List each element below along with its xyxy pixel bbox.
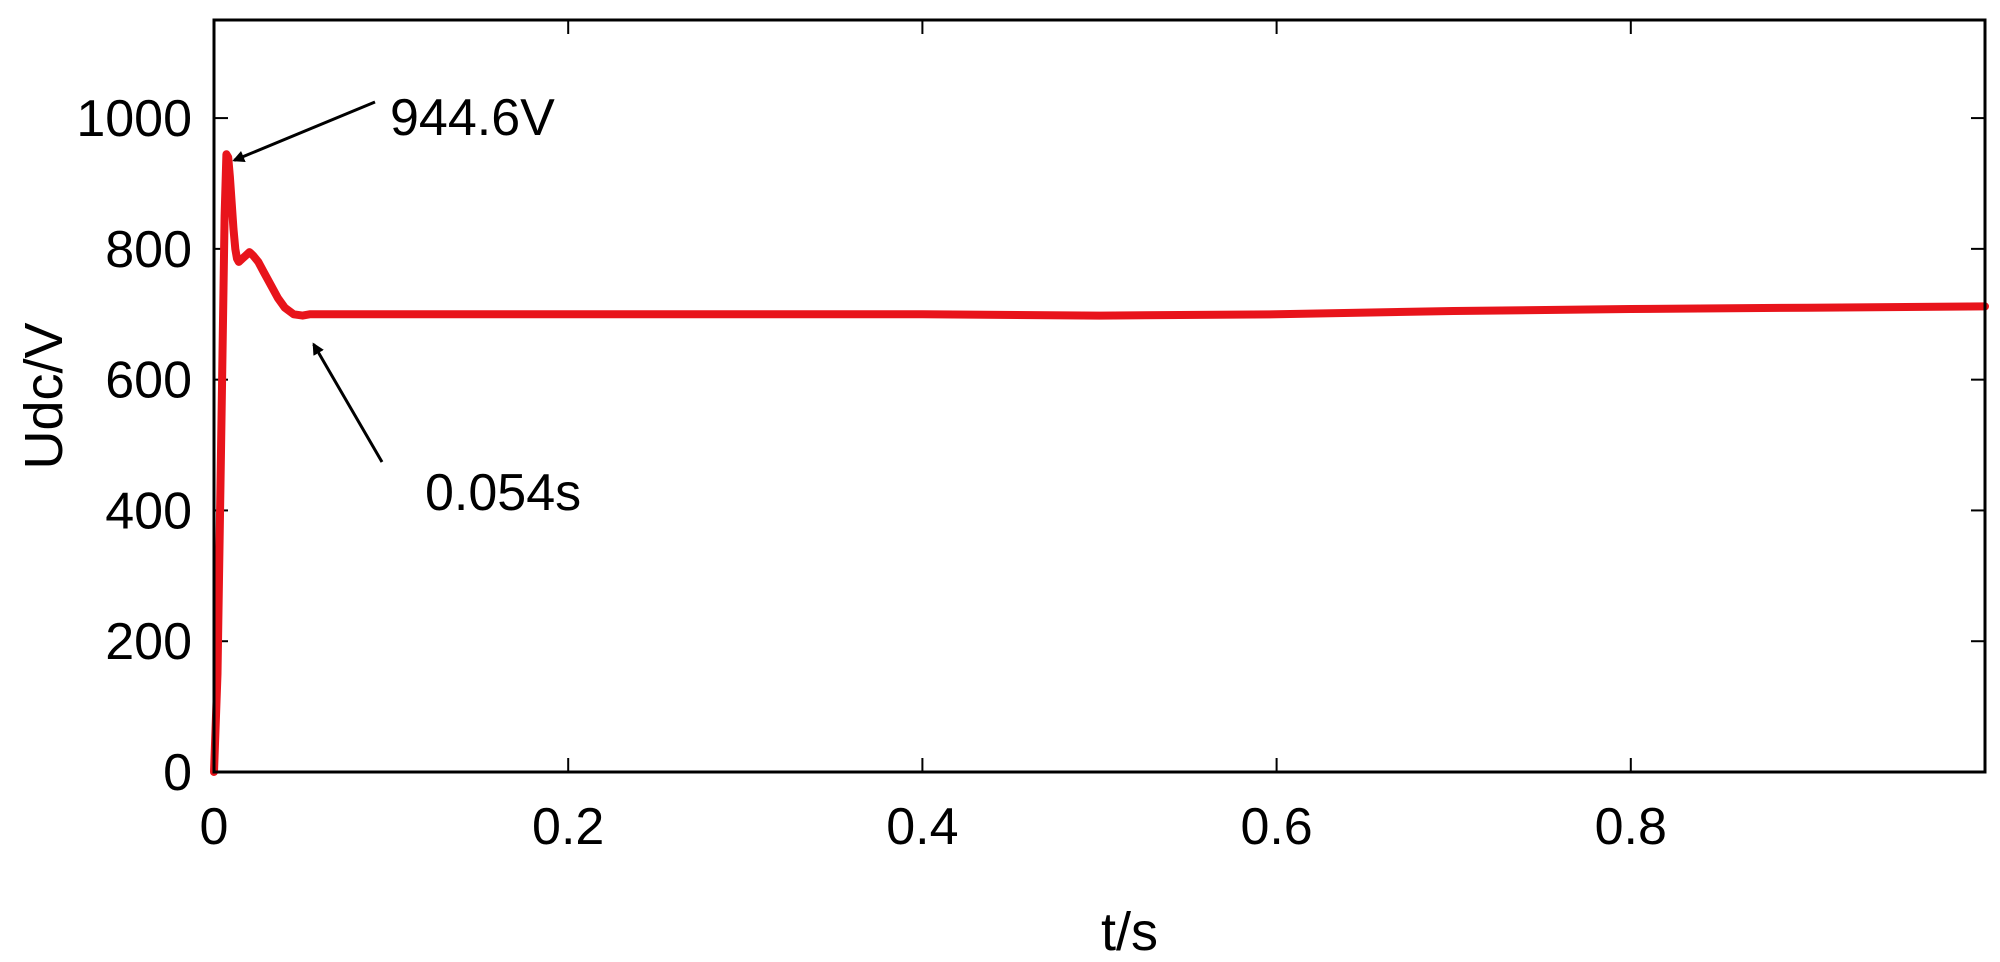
plot-frame: [212, 18, 1987, 774]
tick-labels: 0 0.2 0.4 0.6 0.8 0 200 400 600 800 1000: [76, 90, 1667, 856]
series-line-udc: [210, 150, 1989, 776]
y-tick-label: 400: [105, 482, 192, 540]
y-tick-label: 800: [105, 221, 192, 279]
y-tick-label: 1000: [76, 90, 192, 148]
y-axis-title: Udc/V: [14, 322, 74, 469]
x-tick-label: 0: [200, 798, 229, 856]
x-tick-label: 0.4: [886, 798, 958, 856]
y-tick-label: 0: [163, 744, 192, 802]
annotation-label-0: 944.6V: [390, 89, 555, 147]
annotation-arrow-0: [232, 100, 376, 163]
annotation-label-1: 0.054s: [425, 464, 581, 522]
annotations: 944.6V 0.054s: [232, 89, 581, 522]
x-tick-label: 0.8: [1595, 798, 1667, 856]
y-tick-label: 200: [105, 613, 192, 671]
y-tick-label: 600: [105, 352, 192, 410]
annotation-arrow-1: [312, 342, 384, 463]
x-axis-title: t/s: [1101, 902, 1158, 962]
x-tick-label: 0.6: [1240, 798, 1312, 856]
x-tick-label: 0.2: [532, 798, 604, 856]
